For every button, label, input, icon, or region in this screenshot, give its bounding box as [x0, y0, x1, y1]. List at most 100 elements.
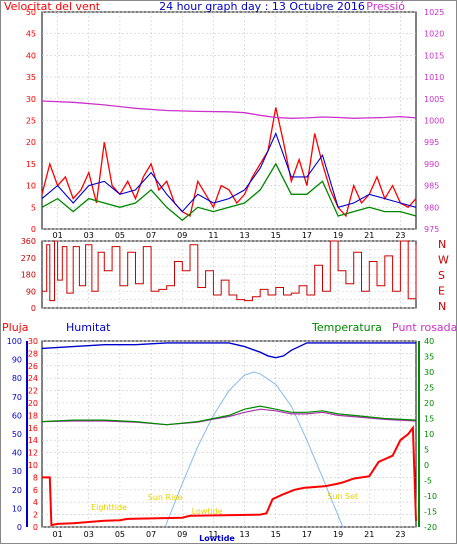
pressure-y-tick: 975	[424, 225, 439, 234]
rain-y-tick: 4	[33, 498, 38, 507]
rain-y-tick: 2	[33, 511, 38, 520]
pressure-y-tick: 1025	[424, 8, 444, 17]
rain-x-tick: 21	[364, 530, 374, 539]
rain-x-tick: 17	[302, 530, 312, 539]
rain-x-tick: 13	[239, 530, 249, 539]
temperature-y-tick: 0	[424, 461, 429, 470]
wind-x-tick: 07	[146, 231, 156, 240]
humidity-y-tick: 90	[12, 356, 22, 365]
wind-speed-axis: 0 5 10 15 20 25 30 35 40 45 50	[26, 8, 36, 234]
pressure-line	[41, 100, 417, 119]
rain-x-tick: 15	[271, 530, 281, 539]
pressure-y-tick: 990	[424, 160, 439, 169]
wind-y-tick: 30	[26, 95, 36, 104]
wind-x-tick: 17	[302, 231, 312, 240]
rain-grid	[42, 340, 416, 528]
wind-direction-line	[42, 240, 417, 302]
wind-x-tick: 01	[52, 231, 62, 240]
direction-y-tick: 270	[21, 254, 36, 263]
graph-title: 24 hour graph day : 13 Octubre 2016	[159, 0, 365, 13]
tide-label: Eighttide	[91, 503, 127, 512]
humidity-y-tick: 100	[7, 337, 22, 346]
humidity-y-tick: 10	[12, 504, 22, 513]
humidity-line	[41, 342, 416, 359]
rain-y-tick: 22	[28, 387, 38, 396]
temperature-line	[41, 405, 417, 426]
rain-x-tick: 05	[115, 530, 125, 539]
direction-y-tick: 90	[26, 287, 36, 296]
direction-y-tick: 0	[31, 304, 36, 313]
compass-letter: N	[438, 300, 446, 313]
pressure-title: Pressió	[366, 0, 405, 13]
wind-gust-line	[41, 132, 417, 213]
wind-x-tick: 21	[364, 231, 374, 240]
rain-y-tick: 8	[33, 473, 38, 482]
temperature-axis: -20 -15 -10 -5 0 5 10 15 20 25 30 35 40	[424, 337, 437, 532]
rain-x-tick: 19	[333, 530, 343, 539]
wind-y-tick: 15	[26, 160, 36, 169]
rain-series	[41, 342, 417, 528]
humidity-axis: 0 10 20 30 40 50 60 70 80 90 100	[7, 337, 22, 532]
humidity-y-tick: 80	[12, 374, 22, 383]
rain-y-tick: 20	[28, 399, 38, 408]
rain-label: Pluja	[2, 321, 28, 334]
wind-x-tick: 05	[115, 231, 125, 240]
dewpoint-label: Punt rosada	[392, 321, 457, 334]
temperature-y-tick: -5	[424, 477, 432, 486]
rain-y-tick: 6	[33, 486, 38, 495]
temperature-y-tick: 30	[424, 368, 434, 377]
rain-y-tick: 30	[28, 337, 38, 346]
sun-elevation-curve	[164, 371, 344, 528]
pressure-axis: 975 980 985 990 995 1000 1005 1010 1015 1020 1025	[424, 8, 444, 234]
rain-y-tick: 10	[28, 461, 38, 470]
tide-label: Sun Rise	[148, 493, 183, 502]
temperature-y-tick: 25	[424, 384, 434, 393]
wind-x-tick: 15	[271, 231, 281, 240]
rain-line	[42, 424, 417, 527]
wind-x-tick: 13	[239, 231, 249, 240]
humidity-y-tick: 0	[17, 523, 22, 532]
rain-x-tick: 01	[52, 530, 62, 539]
humidity-y-tick: 70	[12, 393, 22, 402]
rain-x-tick: 07	[146, 530, 156, 539]
pressure-y-tick: 1020	[424, 30, 444, 39]
pressure-y-tick: 1000	[424, 117, 444, 126]
rain-x-tick: 11	[208, 530, 218, 539]
temperature-y-tick: 20	[424, 399, 434, 408]
wind-x-tick: 23	[395, 231, 405, 240]
rain-x-tick: 23	[395, 530, 405, 539]
rain-y-tick: 24	[28, 374, 38, 383]
wind-time-axis: 01 03 05 07 09 11 13 15 17 19 21 23	[52, 231, 405, 240]
temperature-label: Temperatura	[311, 321, 382, 334]
temperature-y-tick: 5	[424, 446, 429, 455]
temperature-y-tick: -20	[424, 523, 437, 532]
rain-y-tick: 16	[28, 424, 38, 433]
temperature-y-tick: 35	[424, 353, 434, 362]
temperature-y-tick: -15	[424, 508, 437, 517]
rain-y-tick: 28	[28, 349, 38, 358]
direction-y-tick: 360	[21, 237, 36, 246]
wind-y-tick: 10	[26, 182, 36, 191]
wind-speed-line	[41, 107, 417, 218]
humidity-y-tick: 40	[12, 449, 22, 458]
rain-x-tick: 03	[84, 530, 94, 539]
dewpoint-line	[41, 408, 417, 426]
temperature-y-tick: -10	[424, 492, 437, 501]
wind-y-tick: 20	[26, 138, 36, 147]
wind-x-tick: 19	[333, 231, 343, 240]
wind-y-tick: 0	[31, 225, 36, 234]
wind-x-tick: 11	[208, 231, 218, 240]
pressure-y-tick: 985	[424, 182, 439, 191]
wind-title: Velocitat del vent	[4, 0, 101, 13]
direction-y-tick: 180	[21, 271, 36, 280]
rain-y-tick: 26	[28, 362, 38, 371]
compass-letter: N	[438, 238, 446, 251]
compass-letter: E	[438, 285, 445, 298]
rain-x-tick: 09	[177, 530, 187, 539]
